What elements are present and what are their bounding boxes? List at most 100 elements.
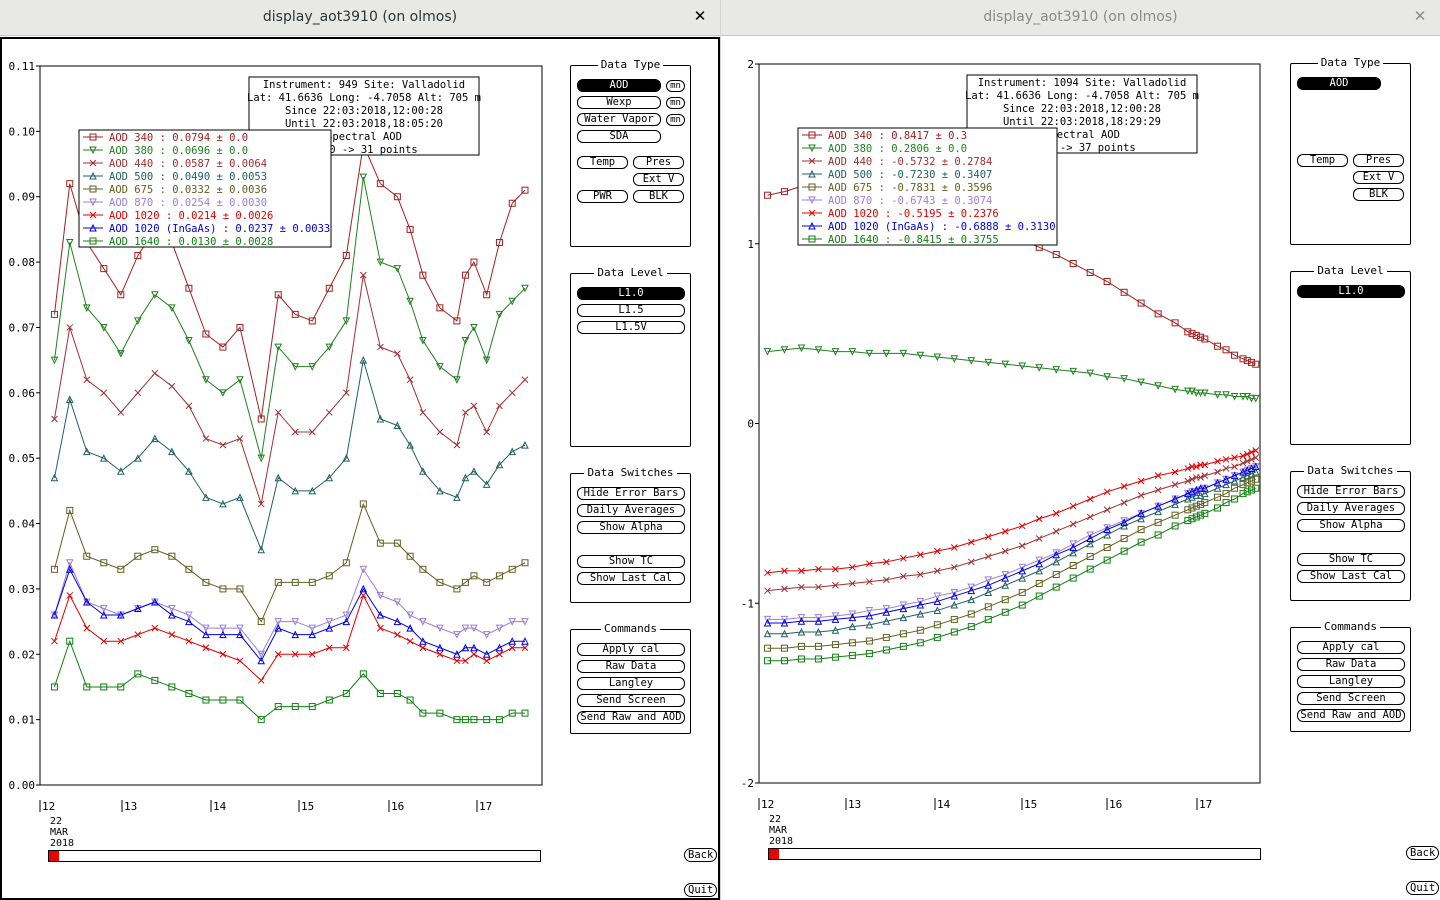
data-point xyxy=(815,583,822,591)
show-tc-button[interactable]: Show TC xyxy=(1297,553,1405,566)
data-point xyxy=(359,670,367,678)
l15-button[interactable]: L1.5 xyxy=(577,304,685,317)
x-tick-label: 13 xyxy=(848,798,861,811)
data-point xyxy=(1120,375,1128,383)
left-data-switches-panel: Data Switches Hide Error Bars Daily Aver… xyxy=(570,466,691,603)
raw-data-button[interactable]: Raw Data xyxy=(1297,658,1405,671)
data-point xyxy=(134,670,142,678)
hide-error-bars-button[interactable]: Hide Error Bars xyxy=(1297,485,1405,498)
data-point xyxy=(219,499,227,508)
date-label: MAR xyxy=(50,827,69,838)
raw-data-button[interactable]: Raw Data xyxy=(577,660,685,673)
temp-button[interactable]: Temp xyxy=(1297,154,1348,167)
data-point xyxy=(1171,500,1179,508)
data-point xyxy=(376,610,385,619)
show-alpha-button[interactable]: Show Alpha xyxy=(1297,519,1405,532)
data-point xyxy=(151,291,159,299)
send-screen-button[interactable]: Send Screen xyxy=(1297,692,1405,705)
data-point xyxy=(1103,488,1111,496)
data-point xyxy=(933,606,942,614)
right-time-slider[interactable] xyxy=(768,848,1261,860)
l10-button[interactable]: L1.0 xyxy=(1297,285,1405,298)
blk-button[interactable]: BLK xyxy=(633,190,684,203)
hide-error-bars-button[interactable]: Hide Error Bars xyxy=(577,487,685,500)
langley-button[interactable]: Langley xyxy=(1297,675,1405,688)
show-tc-button[interactable]: Show TC xyxy=(577,555,685,568)
series-line xyxy=(767,466,1256,624)
right-close-icon[interactable]: ✕ xyxy=(1413,7,1427,25)
left-quit-button[interactable]: Quit xyxy=(684,883,718,897)
left-titlebar[interactable]: display_aot3910 (on olmos) ✕ xyxy=(0,0,720,36)
data-point xyxy=(453,716,461,724)
water-vapor-button[interactable]: Water Vapor xyxy=(577,113,661,126)
aod-button[interactable]: AOD xyxy=(577,79,661,92)
right-back-button[interactable]: Back xyxy=(1406,846,1440,860)
data-point xyxy=(291,578,299,586)
plot-frame xyxy=(39,65,543,786)
send-raw-aod-button[interactable]: Send Raw and AOD xyxy=(1297,709,1405,722)
aod-button[interactable]: AOD xyxy=(1297,77,1381,90)
data-point xyxy=(291,703,299,711)
data-point xyxy=(236,585,244,593)
data-point xyxy=(236,696,244,704)
data-point xyxy=(521,376,529,384)
pres-button[interactable]: Pres xyxy=(633,156,684,169)
data-point xyxy=(797,614,806,622)
pres-button[interactable]: Pres xyxy=(1353,154,1404,167)
ext-v-button[interactable]: Ext V xyxy=(633,173,684,186)
send-screen-button[interactable]: Send Screen xyxy=(577,694,685,707)
aod-min-button[interactable]: mn xyxy=(666,80,685,92)
data-point xyxy=(185,337,193,345)
time-slider-handle[interactable] xyxy=(769,849,779,859)
data-point xyxy=(1196,484,1205,492)
left-time-slider[interactable] xyxy=(48,850,541,862)
langley-button[interactable]: Langley xyxy=(577,677,685,690)
pwr-button[interactable]: PWR xyxy=(577,190,628,203)
info-line: Spectral AOD xyxy=(1044,129,1120,141)
right-quit-button[interactable]: Quit xyxy=(1406,881,1440,895)
left-close-icon[interactable]: ✕ xyxy=(693,7,707,25)
data-point xyxy=(470,643,478,652)
data-point xyxy=(83,376,91,384)
info-line: Until 22:03:2018,18:05:20 xyxy=(285,118,443,130)
show-last-cal-button[interactable]: Show Last Cal xyxy=(1297,570,1405,583)
data-point xyxy=(1137,509,1145,517)
ext-v-button[interactable]: Ext V xyxy=(1353,171,1404,184)
data-point xyxy=(117,565,125,573)
daily-averages-button[interactable]: Daily Averages xyxy=(577,504,685,517)
right-titlebar[interactable]: display_aot3910 (on olmos) ✕ xyxy=(721,0,1440,36)
data-point xyxy=(406,624,414,632)
data-point xyxy=(798,567,805,575)
wexp-min-button[interactable]: mn xyxy=(666,97,685,109)
data-point xyxy=(1252,447,1260,454)
data-point xyxy=(1251,467,1260,476)
data-point xyxy=(436,486,444,495)
sda-button[interactable]: SDA xyxy=(577,130,661,143)
data-point xyxy=(916,600,925,609)
data-point xyxy=(325,409,333,416)
info-line: Since 22:03:2018,12:00:28 xyxy=(1003,103,1161,115)
data-point xyxy=(916,609,925,618)
apply-cal-button[interactable]: Apply cal xyxy=(577,643,685,656)
data-point xyxy=(325,343,334,352)
data-point xyxy=(1251,394,1260,403)
l10-button[interactable]: L1.0 xyxy=(577,287,685,300)
water-vapor-min-button[interactable]: mn xyxy=(666,114,685,126)
data-point xyxy=(933,592,942,601)
data-point xyxy=(781,567,788,575)
data-point xyxy=(1001,596,1009,604)
apply-cal-button[interactable]: Apply cal xyxy=(1297,641,1405,654)
legend-entry: AOD 500 : 0.0490 ± 0.0053 xyxy=(109,171,267,183)
data-point xyxy=(780,346,789,354)
l15v-button[interactable]: L1.5V xyxy=(577,321,685,334)
daily-averages-button[interactable]: Daily Averages xyxy=(1297,502,1405,515)
show-alpha-button[interactable]: Show Alpha xyxy=(577,521,685,534)
show-last-cal-button[interactable]: Show Last Cal xyxy=(577,572,685,585)
temp-button[interactable]: Temp xyxy=(577,156,628,169)
data-point xyxy=(406,376,414,384)
wexp-button[interactable]: Wexp xyxy=(577,96,661,109)
send-raw-aod-button[interactable]: Send Raw and AOD xyxy=(577,711,685,724)
left-back-button[interactable]: Back xyxy=(684,848,718,862)
blk-button[interactable]: BLK xyxy=(1353,188,1404,201)
time-slider-handle[interactable] xyxy=(49,851,59,861)
